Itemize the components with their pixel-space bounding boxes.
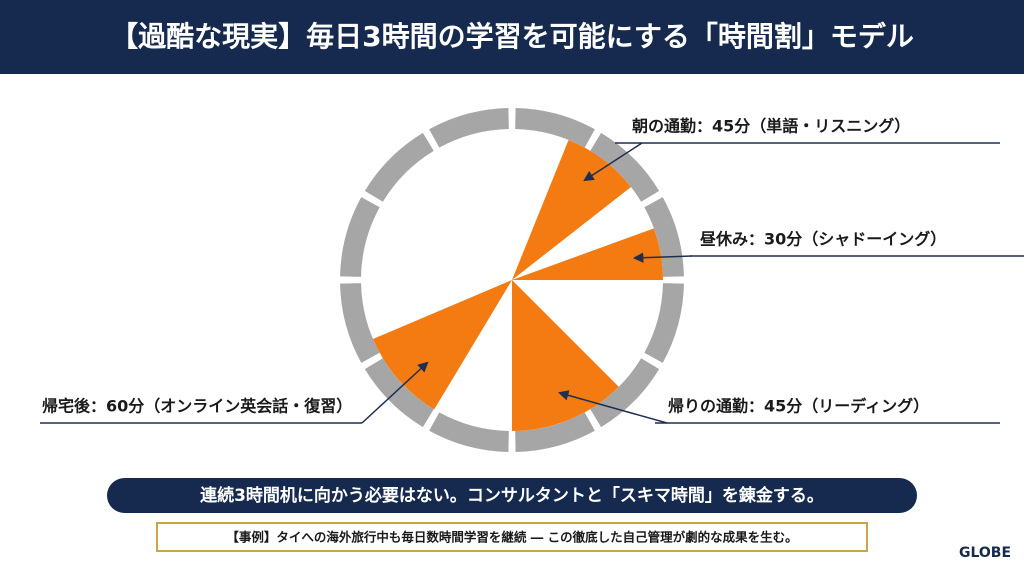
pointer bbox=[557, 390, 668, 424]
pointer bbox=[361, 361, 429, 424]
note-text: 【事例】タイへの海外旅行中も毎日数時間学習を継続 ― この徹底した自己管理が劇的… bbox=[226, 530, 797, 545]
ring-segment bbox=[515, 412, 595, 452]
label: 昼休み：30分（シャドーイング） bbox=[699, 230, 946, 249]
ring-segment bbox=[515, 108, 595, 148]
ring-segment bbox=[340, 283, 380, 363]
pointer bbox=[583, 142, 643, 182]
pointer bbox=[632, 252, 693, 263]
label: 朝の通勤：45分（単語・リスニング） bbox=[632, 117, 910, 136]
wedge bbox=[373, 280, 512, 410]
callouts bbox=[40, 142, 1024, 424]
wedge bbox=[512, 280, 619, 431]
ring-segment bbox=[429, 412, 509, 452]
label: 帰宅後：60分（オンライン英会話・復習） bbox=[42, 397, 352, 416]
ring-segment bbox=[364, 132, 434, 202]
wedge bbox=[512, 228, 663, 280]
ring-segment bbox=[644, 283, 684, 363]
header-bar bbox=[0, 0, 1024, 74]
logo: GLOBE bbox=[959, 545, 1011, 561]
note-box bbox=[156, 522, 868, 552]
wedge bbox=[512, 139, 631, 280]
clock bbox=[340, 108, 684, 452]
header-title: 【過酷な現実】毎日3時間の学習を可能にする「時間割」モデル bbox=[110, 20, 914, 53]
label: 帰りの通勤：45分（リーディング） bbox=[668, 397, 929, 416]
ring-segment bbox=[340, 197, 380, 277]
ring-segment bbox=[590, 132, 660, 202]
ring-segment bbox=[364, 358, 434, 428]
ring-segment bbox=[429, 108, 509, 148]
ring-segment bbox=[590, 358, 660, 428]
banner bbox=[107, 478, 917, 513]
banner-text: 連続3時間机に向かう必要はない。コンサルタントと「スキマ時間」を錬金する。 bbox=[200, 485, 824, 506]
